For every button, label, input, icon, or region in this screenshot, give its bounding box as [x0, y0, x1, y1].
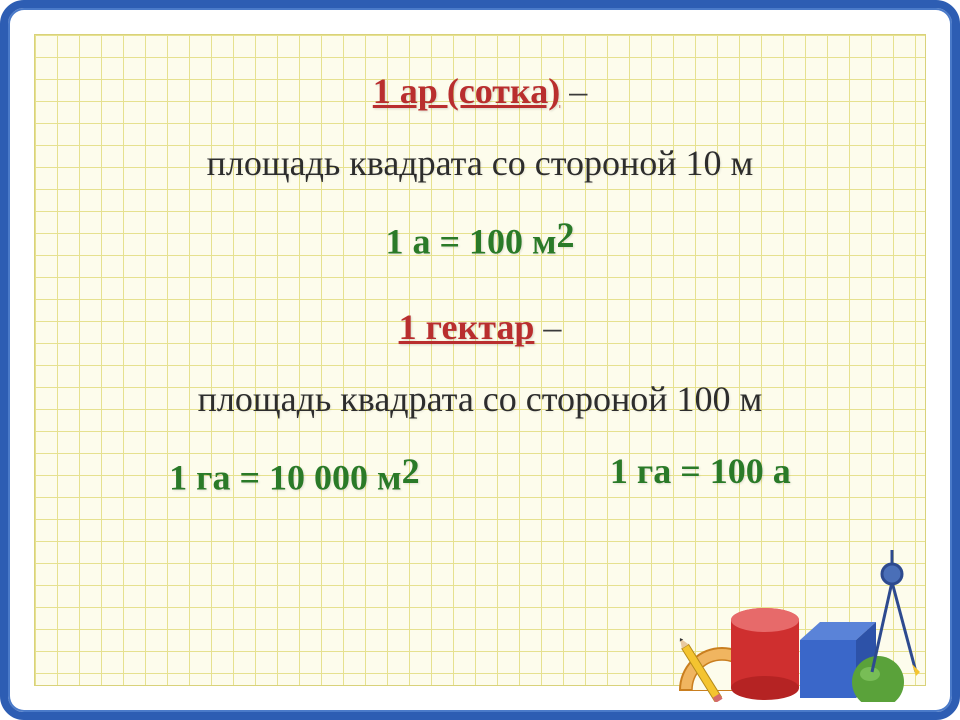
- ar-eq-sup: 2: [557, 215, 575, 255]
- ar-description: площадь квадрата со стороной 10 м: [34, 142, 926, 184]
- ar-equation: 1 а = 100 м2: [34, 214, 926, 262]
- hectare-eq1: 1 га = 10 000 м2: [169, 450, 419, 498]
- hectare-title-line: 1 гектар –: [34, 306, 926, 348]
- hectare-eq1-sup: 2: [402, 451, 420, 491]
- hectare-eq1-text: 1 га = 10 000 м: [169, 458, 401, 498]
- hectare-dash: –: [534, 307, 561, 347]
- slide-frame: 1 ар (сотка) – площадь квадрата со сторо…: [0, 0, 960, 720]
- hectare-title: 1 гектар: [399, 307, 535, 347]
- ar-title-line: 1 ар (сотка) –: [34, 70, 926, 112]
- decorative-shapes-icon: [650, 522, 930, 702]
- ar-eq-text: 1 а = 100 м: [385, 221, 556, 261]
- hectare-description: площадь квадрата со стороной 100 м: [34, 378, 926, 420]
- hectare-eq2: 1 га = 100 а: [610, 450, 791, 498]
- hectare-equations-row: 1 га = 10 000 м2 1 га = 100 а: [34, 450, 926, 498]
- ar-dash: –: [560, 71, 587, 111]
- ar-title: 1 ар (сотка): [373, 71, 560, 111]
